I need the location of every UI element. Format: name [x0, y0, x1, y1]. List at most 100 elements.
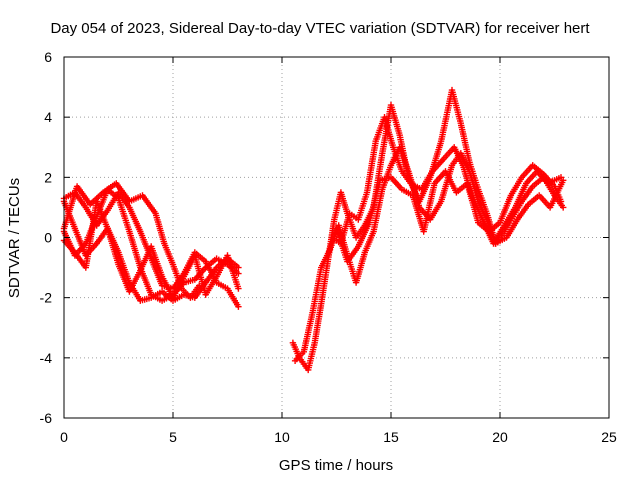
y-tick-label: 6 [44, 49, 52, 65]
data-marker [430, 182, 438, 189]
y-axis-ticks: -6 -4 -2 0 2 4 6 [40, 49, 609, 426]
data-marker [522, 182, 529, 189]
data-marker [523, 203, 531, 210]
series-s8 [328, 114, 565, 247]
data-marker [160, 238, 167, 245]
data-marker [151, 208, 158, 215]
series-s4 [60, 198, 242, 301]
x-tick-label: 25 [601, 429, 617, 445]
y-tick-label: 2 [44, 169, 52, 185]
data-points [60, 86, 567, 374]
data-marker [311, 341, 318, 349]
x-tick-label: 15 [383, 429, 399, 445]
data-marker [168, 259, 176, 266]
data-marker [538, 169, 545, 176]
x-tick-label: 20 [492, 429, 508, 445]
data-marker [125, 226, 132, 233]
data-marker [555, 175, 563, 182]
series-s9 [333, 162, 565, 265]
y-tick-label: 4 [44, 109, 52, 125]
data-marker [506, 194, 514, 201]
data-marker [136, 269, 143, 276]
data-marker [372, 140, 379, 147]
data-marker [81, 202, 88, 209]
data-marker [361, 251, 368, 258]
data-marker [233, 262, 240, 270]
data-marker [474, 217, 481, 224]
data-marker [457, 117, 464, 125]
data-marker [113, 193, 120, 201]
data-marker [124, 202, 132, 209]
data-marker [404, 165, 411, 173]
data-marker [317, 266, 324, 273]
data-marker [91, 242, 99, 249]
data-marker [145, 295, 153, 302]
data-marker [513, 218, 520, 225]
x-tick-label: 5 [169, 429, 177, 445]
data-marker [298, 350, 306, 357]
data-marker [137, 193, 144, 200]
series-s5 [60, 180, 203, 301]
chart-title: Day 054 of 2023, Sidereal Day-to-day VTE… [50, 20, 590, 37]
data-marker [448, 164, 455, 171]
data-marker [194, 284, 201, 291]
data-marker [189, 277, 196, 284]
y-axis-label: SDTVAR / TECUs [6, 178, 23, 298]
data-marker [501, 235, 508, 242]
data-marker [70, 247, 77, 254]
data-marker [495, 220, 502, 228]
data-marker [114, 259, 122, 266]
data-marker [510, 206, 518, 213]
data-marker [98, 190, 105, 198]
x-axis-ticks: 0 5 10 15 20 25 [60, 57, 617, 445]
data-marker [200, 256, 208, 264]
data-marker [397, 165, 405, 173]
y-tick-label: 0 [44, 230, 52, 246]
data-marker [437, 140, 444, 147]
y-tick-label: -6 [40, 410, 53, 426]
data-marker [499, 224, 507, 231]
data-marker [438, 157, 445, 165]
data-marker [179, 275, 186, 282]
data-marker [428, 170, 435, 177]
x-tick-label: 10 [274, 429, 290, 445]
data-marker [465, 156, 473, 164]
data-marker [330, 218, 338, 225]
data-marker [200, 266, 208, 273]
data-marker [308, 311, 316, 319]
data-marker [365, 221, 372, 228]
data-marker [234, 301, 241, 308]
data-marker [234, 283, 241, 290]
data-marker [136, 226, 143, 233]
x-axis-label: GPS time / hours [279, 457, 393, 474]
data-marker [103, 223, 110, 230]
data-marker [212, 275, 219, 282]
data-marker [556, 196, 564, 203]
data-marker [407, 191, 414, 198]
data-marker [363, 191, 370, 198]
data-marker [233, 268, 240, 276]
data-marker [177, 283, 185, 290]
data-marker [416, 185, 423, 192]
data-marker [395, 129, 403, 137]
data-marker [158, 271, 165, 278]
data-marker [369, 230, 376, 237]
data-marker [212, 266, 219, 273]
data-marker [436, 200, 444, 207]
data-marker [70, 223, 78, 230]
data-marker [135, 295, 143, 302]
data-marker [385, 174, 392, 182]
data-marker [474, 183, 481, 191]
data-marker [559, 179, 566, 186]
data-marker [517, 176, 524, 183]
data-marker [114, 247, 121, 254]
data-marker [397, 184, 404, 191]
x-tick-label: 0 [60, 429, 68, 445]
data-marker [378, 152, 386, 159]
data-marker [147, 289, 154, 296]
data-marker [353, 245, 361, 252]
data-marker [389, 141, 396, 149]
data-marker [558, 202, 565, 209]
